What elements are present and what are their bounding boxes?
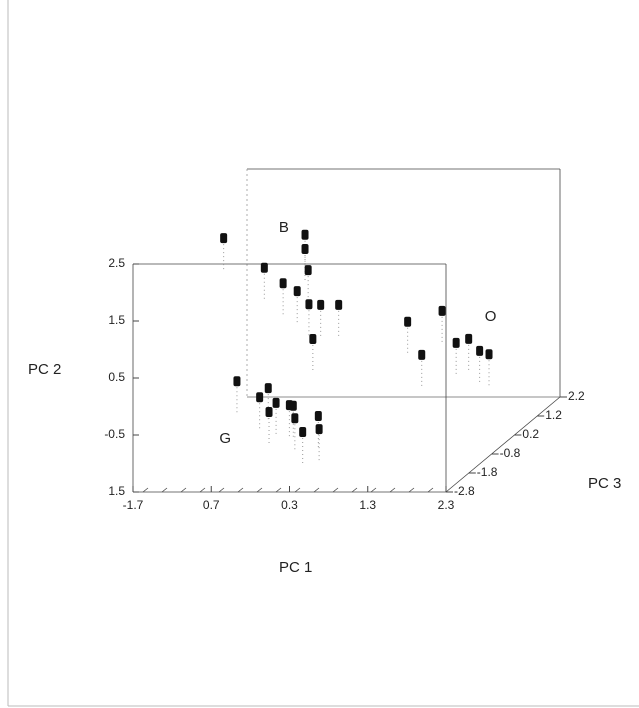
x-tick-label: 2.3: [438, 498, 455, 512]
point: [335, 299, 343, 310]
y-tick-label: 1.5: [108, 484, 125, 498]
y-tick-label: -0.5: [104, 427, 125, 441]
hatch: [275, 487, 282, 493]
point: [265, 407, 273, 418]
point: [485, 349, 493, 360]
point: [309, 334, 317, 345]
point: [256, 392, 264, 403]
x-axis-title: PC 1: [279, 559, 312, 576]
hatch: [427, 487, 434, 493]
point: [220, 233, 228, 244]
z-tick-label: -0.8: [500, 446, 521, 460]
hatch: [294, 487, 301, 493]
point: [279, 278, 287, 289]
hatch: [180, 487, 187, 493]
point: [452, 337, 460, 348]
point: [293, 286, 301, 297]
group-label: G: [219, 430, 231, 447]
x-tick-label: 0.7: [203, 498, 220, 512]
point: [314, 411, 322, 421]
point: [404, 316, 412, 327]
z-tick-label: -2.8: [454, 484, 475, 498]
hatch: [218, 487, 225, 493]
hatch: [370, 487, 377, 493]
point: [476, 345, 484, 356]
hatch: [161, 487, 168, 493]
y-axis-title: PC 2: [28, 361, 61, 378]
box-edge: [445, 396, 561, 493]
x-tick-label: -1.7: [123, 498, 144, 512]
y-tick-label: 1.5: [108, 313, 125, 327]
hatch: [142, 487, 149, 493]
point: [465, 333, 473, 344]
point: [264, 383, 272, 394]
group-label: B: [279, 219, 289, 236]
group-label: O: [485, 308, 497, 325]
z-tick-label: 1.2: [545, 408, 562, 422]
point: [301, 243, 309, 254]
point: [291, 413, 299, 424]
z-axis-title: PC 3: [588, 475, 621, 492]
hatch: [256, 487, 263, 493]
point: [315, 424, 323, 435]
z-tick-label: -1.8: [477, 465, 498, 479]
point: [272, 397, 280, 408]
x-tick-label: 1.3: [359, 498, 376, 512]
z-tick-label: 2.2: [568, 389, 585, 403]
z-tick-label: 0.2: [522, 427, 539, 441]
point: [299, 426, 307, 437]
point: [418, 349, 426, 360]
hatch: [351, 487, 358, 493]
y-tick-label: 2.5: [108, 256, 125, 270]
hatch: [237, 487, 244, 493]
point: [438, 305, 446, 316]
point: [305, 299, 313, 310]
point: [317, 299, 325, 310]
hatch: [199, 487, 206, 493]
hatch: [332, 487, 339, 493]
point: [304, 265, 312, 276]
hatch: [408, 487, 415, 493]
hatch: [313, 487, 320, 493]
point: [233, 376, 241, 387]
point: [260, 262, 268, 273]
x-tick-label: 0.3: [281, 498, 298, 512]
point: [301, 229, 309, 240]
hatch: [389, 487, 396, 493]
y-tick-label: 0.5: [108, 370, 125, 384]
point: [289, 400, 297, 411]
